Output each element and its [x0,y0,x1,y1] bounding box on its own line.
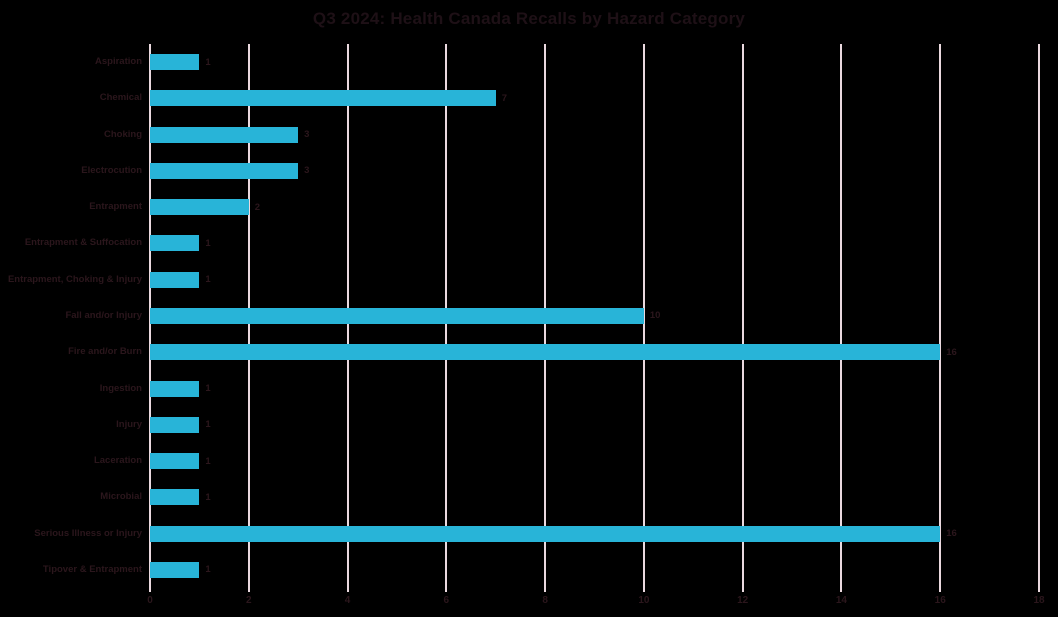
x-tick-label: 16 [934,595,946,606]
category-label: Laceration [93,455,142,467]
x-tick-label: 18 [1033,595,1045,606]
x-tick-label: 0 [147,595,153,606]
category-label: Tipover & Entrapment [42,563,142,575]
gridline [642,44,645,592]
data-label: 16 [946,346,957,358]
category-label: Serious Illness or Injury [34,527,142,539]
x-tick-label: 14 [835,595,847,606]
data-label: 3 [304,165,310,177]
x-tick-label: 12 [737,595,749,606]
data-label: 16 [946,528,957,540]
category-label: Microbial [100,491,142,503]
data-label: 2 [254,201,261,213]
x-tick-label: 2 [245,595,252,606]
category-label: Entrapment & Suffocation [24,237,142,249]
gridline [1038,44,1040,592]
category-label: Injury [116,418,142,430]
category-label: Fire and/or Burn [68,346,142,358]
bar [150,199,249,216]
data-label: 3 [304,129,310,141]
category-label: Choking [104,128,142,140]
bar [150,525,941,542]
gridline [939,44,942,592]
data-label: 1 [205,56,211,68]
category-label: Entrapment [89,201,142,213]
data-label: 1 [205,274,211,286]
data-label: 1 [205,237,211,249]
bar [150,126,299,143]
bar [150,308,644,324]
data-label: 1 [205,419,211,431]
x-tick-label: 10 [638,595,650,606]
bar [150,54,200,71]
x-tick-label: 4 [344,595,351,606]
category-label: Ingestion [99,382,142,394]
bar [150,453,200,470]
category-label: Entrapment, Choking & Injury [7,273,142,285]
bar [150,235,200,252]
data-label: 1 [205,564,211,576]
category-label: Chemical [99,92,142,104]
bar [150,489,200,506]
bar [150,344,941,361]
data-label: 1 [205,455,211,467]
bar [150,380,200,397]
bar [150,90,496,107]
bar [150,561,200,578]
category-label: Aspiration [95,56,142,68]
data-label: 7 [501,92,508,104]
data-label: 10 [649,310,661,322]
data-label: 1 [205,491,211,503]
gridline [840,44,843,592]
x-tick-label: 8 [542,595,548,606]
category-label: Fall and/or Injury [65,310,142,321]
gridline [741,44,744,592]
category-label: Electrocution [81,164,142,176]
bar [150,416,200,433]
bar [150,162,299,179]
data-label: 1 [205,383,211,395]
bar [150,271,200,288]
chart-title: Q3 2024: Health Canada Recalls by Hazard… [312,9,746,28]
x-tick-label: 6 [443,595,450,606]
